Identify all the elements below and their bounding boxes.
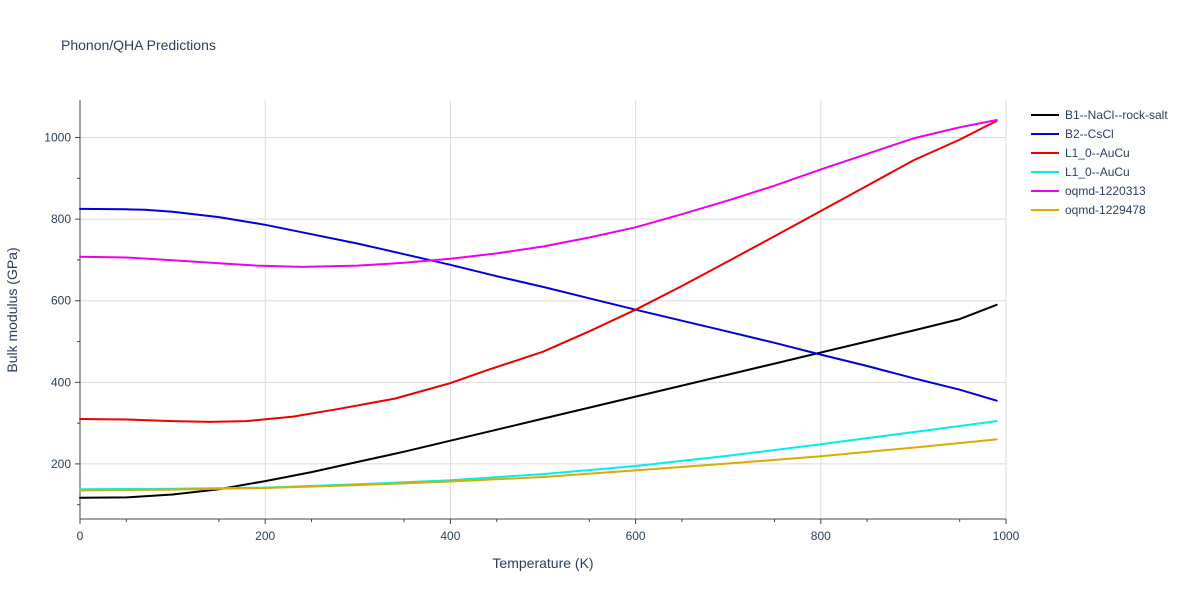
legend: B1--NaCl--rock-salt B2--CsCl L1_0--AuCu L1_… <box>1031 108 1168 217</box>
legend-label: L1_0--AuCu <box>1065 146 1130 160</box>
legend-label: B1--NaCl--rock-salt <box>1065 108 1168 122</box>
legend-item[interactable]: L1_0--AuCu <box>1031 165 1130 179</box>
legend-label: oqmd-1229478 <box>1065 203 1146 217</box>
series-line-4 <box>79 420 998 491</box>
y-tick-label: 600 <box>51 294 71 308</box>
x-tick-label: 600 <box>626 529 646 543</box>
y-tick-label: 200 <box>51 457 71 471</box>
y-tick-label: 400 <box>51 375 71 389</box>
axes <box>79 100 1006 520</box>
legend-label: L1_0--AuCu <box>1065 165 1130 179</box>
grid <box>80 100 1007 519</box>
y-axis-ticks: 200 400 600 800 1000 <box>44 131 80 506</box>
plot-area[interactable] <box>79 119 998 499</box>
x-tick-label: 800 <box>811 529 831 543</box>
x-axis-ticks: 0 200 400 600 800 1000 <box>77 519 1020 543</box>
legend-label: oqmd-1220313 <box>1065 184 1146 198</box>
series-line-3 <box>79 119 998 423</box>
legend-item[interactable]: oqmd-1220313 <box>1031 184 1146 198</box>
y-tick-label: 1000 <box>44 131 71 145</box>
x-tick-label: 1000 <box>993 529 1020 543</box>
legend-label: B2--CsCl <box>1065 127 1114 141</box>
y-axis-title: Bulk modulus (GPa) <box>4 247 20 372</box>
legend-item[interactable]: B2--CsCl <box>1031 127 1114 141</box>
legend-item[interactable]: oqmd-1229478 <box>1031 203 1146 217</box>
y-tick-label: 800 <box>51 212 71 226</box>
chart-title: Phonon/QHA Predictions <box>61 37 216 53</box>
legend-item[interactable]: B1--NaCl--rock-salt <box>1031 108 1168 122</box>
x-tick-label: 0 <box>77 529 84 543</box>
series-line-2 <box>79 207 998 402</box>
series-lines <box>79 119 998 499</box>
x-axis-title: Temperature (K) <box>492 555 593 571</box>
legend-item[interactable]: L1_0--AuCu <box>1031 146 1130 160</box>
series-line-5 <box>79 119 998 268</box>
series-line-6 <box>79 438 998 492</box>
x-tick-label: 200 <box>255 529 275 543</box>
series-line-1 <box>79 303 998 499</box>
x-tick-label: 400 <box>440 529 460 543</box>
